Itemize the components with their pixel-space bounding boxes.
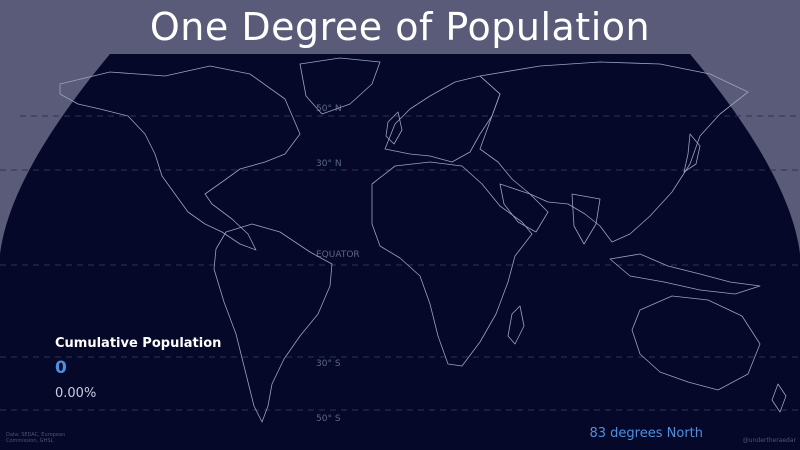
map-background [0, 54, 800, 450]
latitude-label-50n: 50° N [316, 104, 342, 114]
latitude-label-50s: 50° S [316, 414, 341, 424]
indonesia-coastline [609, 253, 761, 295]
latitude-label-equator: EQUATOR [316, 250, 360, 260]
latitude-status: 83 degrees North [589, 426, 704, 441]
australia-coastline [631, 295, 761, 391]
madagascar-coastline [507, 305, 525, 345]
population-count: 0 [55, 358, 67, 378]
cumulative-population-label: Cumulative Population [55, 336, 222, 351]
latitude-label-30n: 30° N [316, 159, 342, 169]
africa-coastline [371, 161, 533, 367]
page-title: One Degree of Population [149, 5, 651, 49]
latitude-label-30s: 30° S [316, 359, 341, 369]
south-america-coastline [213, 223, 333, 423]
japan-coastline [683, 133, 701, 173]
greenland-coastline [299, 57, 381, 115]
british-isles-coastline [385, 111, 403, 145]
new-zealand-coastline [771, 383, 787, 413]
india-coastline [571, 193, 601, 245]
data-source-credit: Data: SEDAC, European Commission, GHSL [6, 432, 66, 444]
north-america-coastline [59, 65, 301, 251]
author-handle: @undertheraedar [742, 437, 796, 444]
population-percent: 0.00% [55, 386, 97, 401]
arabian-peninsula-coastline [499, 183, 549, 233]
asia-coastline [479, 61, 749, 243]
world-map: 50° N 30° N EQUATOR 30° S 50° S [0, 54, 800, 450]
